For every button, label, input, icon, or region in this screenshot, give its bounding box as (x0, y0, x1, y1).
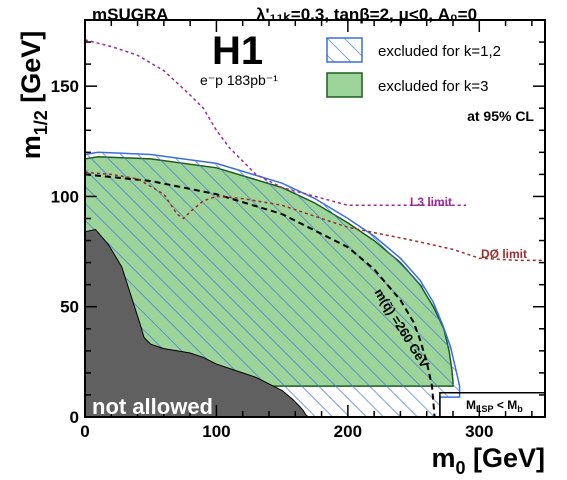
legend: excluded for k=1,2 excluded for k=3 at 9… (326, 37, 534, 124)
lsp-label: MLSP < Mb (466, 398, 523, 414)
x-tick-label: 300 (465, 422, 493, 441)
y-tick-label: 50 (60, 298, 79, 317)
not-allowed-label: not allowed (92, 394, 213, 419)
legend-cl-text: at 95% CL (467, 108, 534, 124)
d0-limit-line (85, 171, 545, 262)
x-tick-label: 100 (202, 422, 230, 441)
axis-ticks: 0 100 200 300 0 50 100 150 (51, 19, 545, 441)
luminosity-label: e⁻p 183pb⁻¹ (200, 72, 278, 88)
y-axis-label: m1/2 [GeV] (16, 31, 51, 160)
legend-swatch-k12 (326, 37, 363, 63)
l3-limit-label: L3 limit (410, 195, 452, 209)
header-right: λ'₁₁ₖ=0.3, tanβ=2, μ<0, A₀=0 (256, 5, 477, 24)
x-tick-label: 0 (80, 422, 89, 441)
d0-limit-label: DØ limit (481, 247, 527, 261)
experiment-label: H1 (212, 29, 263, 73)
legend-swatch-k3 (326, 72, 363, 98)
header-left: mSUGRA (92, 5, 169, 24)
y-tick-label: 150 (51, 77, 79, 96)
x-tick-label: 200 (334, 422, 362, 441)
l3-limit-line (85, 39, 467, 207)
legend-label-k3: excluded for k=3 (378, 78, 489, 95)
y-tick-label: 100 (51, 187, 79, 206)
x-axis-label: m0 [GeV] (431, 443, 545, 478)
y-tick-label: 0 (70, 408, 79, 427)
area-not-allowed (85, 228, 310, 417)
lsp-boundary-line (439, 391, 545, 417)
squark-260-contour (85, 173, 436, 417)
legend-label-k12: excluded for k=1,2 (378, 43, 501, 60)
